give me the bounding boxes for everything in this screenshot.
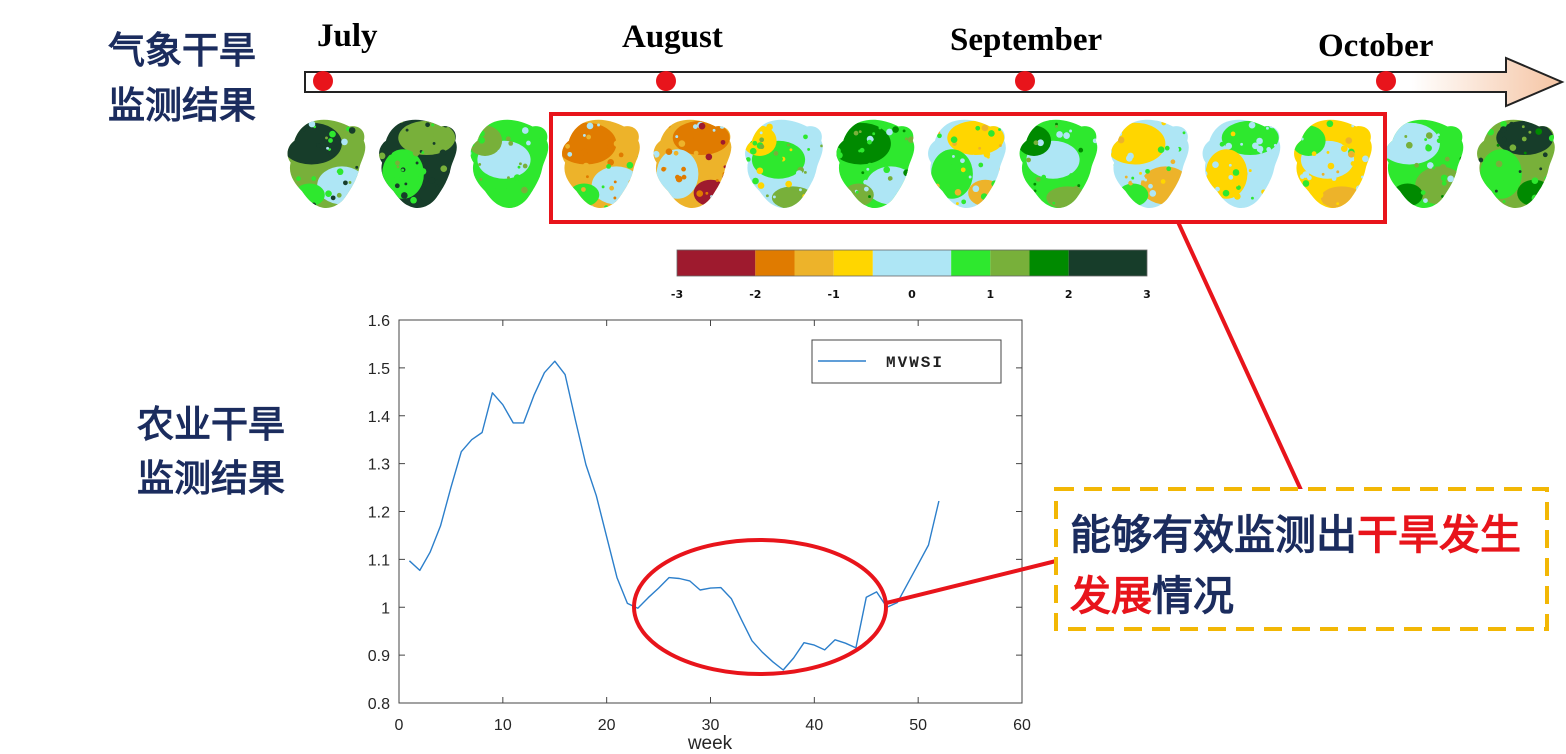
legend: MVWSI xyxy=(811,339,1002,384)
meteorological-drought-label-line2: 监测结果 xyxy=(108,84,256,127)
timeline-dot-august xyxy=(656,71,676,91)
colorbar-segment-1 xyxy=(677,250,756,276)
callout-line1: 能够有效监测出干旱发生 xyxy=(1070,511,1521,559)
colorbar-segment-3 xyxy=(794,250,834,276)
drought-map-6 xyxy=(745,119,823,209)
x-tick-label: 60 xyxy=(1013,717,1031,734)
colorbar-tick-label: 1 xyxy=(987,288,995,301)
colorbar-tick-label: 0 xyxy=(908,288,916,301)
x-tick-label: 40 xyxy=(805,717,823,734)
callout-box xyxy=(1054,487,1549,631)
series-line-mvwsi xyxy=(408,360,940,671)
colorbar-segment-5 xyxy=(872,250,952,276)
connector-line-chart xyxy=(885,559,1057,605)
colorbar-segment-9 xyxy=(1068,250,1147,276)
y-tick-label: 1.5 xyxy=(368,361,390,378)
drought-map-1 xyxy=(287,119,366,209)
meteorological-drought-label-line1: 气象干旱 xyxy=(108,29,256,72)
timeline-arrow xyxy=(304,56,1565,108)
drought-map-14 xyxy=(1477,119,1555,209)
x-tick-label: 10 xyxy=(494,717,512,734)
legend-box xyxy=(811,339,1002,384)
mvwsi-line-chart: 0 10 20 30 40 50 60 0.8 0.9 1 1.1 1.2 1.3 1.4 1.5 1.6 we… xyxy=(368,313,1031,754)
colorbar-tick-label: 3 xyxy=(1143,288,1151,301)
timeline-dot-october xyxy=(1376,71,1396,91)
month-label-august: August xyxy=(622,19,723,55)
connector-line-maps xyxy=(1176,221,1303,491)
y-tick-label: 1.1 xyxy=(368,552,390,569)
colorbar-tick-label: -3 xyxy=(671,288,683,301)
y-tick-label: 1 xyxy=(381,600,390,617)
drought-map-4 xyxy=(562,119,640,209)
callout-line1-part2: 干旱发生 xyxy=(1357,511,1521,559)
colorbar-tick-label: -2 xyxy=(749,288,761,301)
month-label-july: July xyxy=(317,18,378,54)
drought-map-9 xyxy=(1019,119,1098,209)
drought-map-5 xyxy=(653,119,732,209)
plot-area xyxy=(398,319,1023,704)
y-tick-label: 1.3 xyxy=(368,457,390,474)
y-tick-label: 1.4 xyxy=(368,409,390,426)
timeline-dot-september xyxy=(1015,71,1035,91)
callout-line1-part1: 能够有效监测出 xyxy=(1070,511,1357,559)
colorbar-segment-8 xyxy=(1029,250,1069,276)
callout-line2: 发展情况 xyxy=(1070,572,1234,620)
colorbar-tick-label: -1 xyxy=(828,288,840,301)
x-tick-label: 20 xyxy=(598,717,616,734)
drought-map-row xyxy=(287,119,1555,209)
colorbar: -3 -2 -1 0 1 2 3 xyxy=(671,249,1151,301)
callout-line2-part1: 发展 xyxy=(1070,572,1152,620)
drought-map-7 xyxy=(836,119,915,209)
month-label-october: October xyxy=(1318,28,1433,64)
x-axis-label: week xyxy=(687,733,733,754)
y-tick-label: 0.9 xyxy=(368,648,390,665)
x-tick-label: 50 xyxy=(909,717,927,734)
drought-map-13 xyxy=(1385,119,1464,209)
colorbar-segment-6 xyxy=(951,250,991,276)
colorbar-frame xyxy=(676,249,1148,277)
timeline: July August September October xyxy=(304,18,1565,108)
drought-map-10 xyxy=(1111,119,1189,209)
colorbar-segment-4 xyxy=(833,250,873,276)
drought-map-12 xyxy=(1294,119,1372,209)
colorbar-segment-2 xyxy=(755,250,795,276)
drought-map-11 xyxy=(1202,119,1281,209)
drought-map-2 xyxy=(379,119,457,209)
colorbar-tick-label: 2 xyxy=(1065,288,1073,301)
agricultural-drought-label-line1: 农业干旱 xyxy=(137,403,285,446)
y-tick-label: 1.2 xyxy=(368,505,390,522)
x-tick-label: 30 xyxy=(702,717,720,734)
x-tick-label: 0 xyxy=(395,717,404,734)
callout-line2-part2: 情况 xyxy=(1152,572,1234,620)
chart-highlight-ellipse xyxy=(632,538,888,676)
timeline-dot-july xyxy=(313,71,333,91)
colorbar-segment-7 xyxy=(990,250,1030,276)
y-tick-label: 1.6 xyxy=(368,313,390,330)
y-tick-label: 0.8 xyxy=(368,696,390,713)
drought-map-3 xyxy=(470,119,549,209)
agricultural-drought-label-line2: 监测结果 xyxy=(137,457,285,500)
legend-label-mvwsi: MVWSI xyxy=(886,354,944,372)
map-highlight-box xyxy=(549,112,1387,224)
drought-map-8 xyxy=(928,119,1006,209)
month-label-september: September xyxy=(950,22,1102,58)
